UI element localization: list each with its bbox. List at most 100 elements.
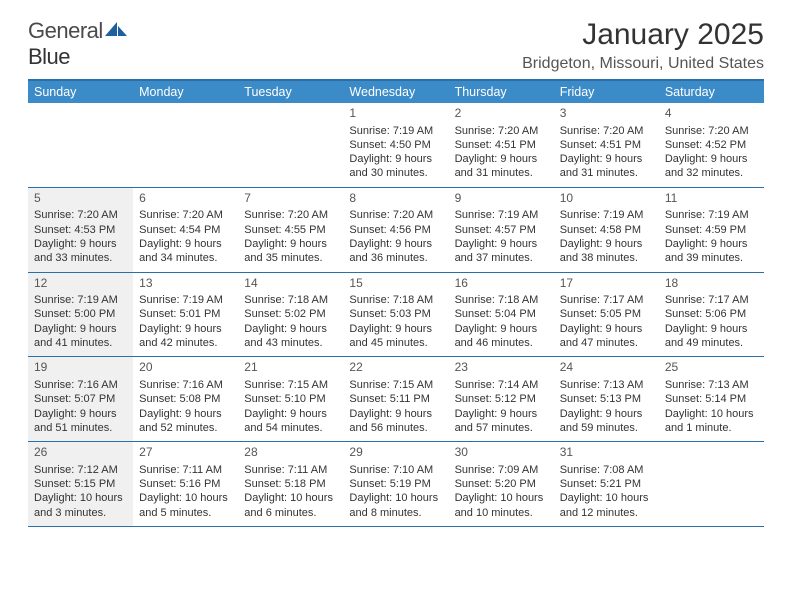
day-number: 31	[560, 445, 653, 461]
sunset-text: Sunset: 5:19 PM	[349, 477, 442, 491]
day-cell	[133, 103, 238, 187]
daylight-text: Daylight: 9 hours and 39 minutes.	[665, 237, 758, 266]
sunrise-text: Sunrise: 7:20 AM	[34, 208, 127, 222]
sunset-text: Sunset: 5:06 PM	[665, 307, 758, 321]
day-number: 29	[349, 445, 442, 461]
sunrise-text: Sunrise: 7:14 AM	[455, 378, 548, 392]
daylight-text: Daylight: 9 hours and 52 minutes.	[139, 407, 232, 436]
sunset-text: Sunset: 4:56 PM	[349, 223, 442, 237]
day-cell: 20Sunrise: 7:16 AMSunset: 5:08 PMDayligh…	[133, 357, 238, 441]
day-cell: 18Sunrise: 7:17 AMSunset: 5:06 PMDayligh…	[659, 273, 764, 357]
sunrise-text: Sunrise: 7:18 AM	[244, 293, 337, 307]
day-cell: 17Sunrise: 7:17 AMSunset: 5:05 PMDayligh…	[554, 273, 659, 357]
daylight-text: Daylight: 10 hours and 8 minutes.	[349, 491, 442, 520]
day-number: 25	[665, 360, 758, 376]
day-cell	[28, 103, 133, 187]
sunset-text: Sunset: 4:52 PM	[665, 138, 758, 152]
day-number: 14	[244, 276, 337, 292]
day-number: 4	[665, 106, 758, 122]
day-cell: 31Sunrise: 7:08 AMSunset: 5:21 PMDayligh…	[554, 442, 659, 526]
daylight-text: Daylight: 9 hours and 41 minutes.	[34, 322, 127, 351]
sunrise-text: Sunrise: 7:09 AM	[455, 463, 548, 477]
day-number: 24	[560, 360, 653, 376]
sunset-text: Sunset: 5:18 PM	[244, 477, 337, 491]
day-number: 13	[139, 276, 232, 292]
sunrise-text: Sunrise: 7:19 AM	[560, 208, 653, 222]
header: GeneralBlue January 2025 Bridgeton, Miss…	[28, 18, 764, 73]
sunrise-text: Sunrise: 7:11 AM	[244, 463, 337, 477]
day-cell: 22Sunrise: 7:15 AMSunset: 5:11 PMDayligh…	[343, 357, 448, 441]
daylight-text: Daylight: 10 hours and 1 minute.	[665, 407, 758, 436]
day-number: 15	[349, 276, 442, 292]
sunset-text: Sunset: 5:01 PM	[139, 307, 232, 321]
daylight-text: Daylight: 9 hours and 54 minutes.	[244, 407, 337, 436]
daylight-text: Daylight: 9 hours and 56 minutes.	[349, 407, 442, 436]
sunset-text: Sunset: 5:15 PM	[34, 477, 127, 491]
week-row: 1 Sunrise: 7:19 AMSunset: 4:50 PM Daylight…	[28, 103, 764, 188]
daylight-text: Daylight: 9 hours and 32 minutes.	[665, 152, 758, 181]
sunrise-text: Sunrise: 7:13 AM	[665, 378, 758, 392]
day-number: 10	[560, 191, 653, 207]
daylight-text: Daylight: 9 hours and 57 minutes.	[455, 407, 548, 436]
sail-icon	[103, 20, 129, 38]
sunset-text: Sunset: 5:10 PM	[244, 392, 337, 406]
daylight-text: Daylight: 9 hours and 35 minutes.	[244, 237, 337, 266]
day-cell	[659, 442, 764, 526]
daylight-text: Daylight: 9 hours and 46 minutes.	[455, 322, 548, 351]
daylight-text: Daylight: 10 hours and 12 minutes.	[560, 491, 653, 520]
sunrise-text: Sunrise: 7:18 AM	[349, 293, 442, 307]
week-row: 12Sunrise: 7:19 AMSunset: 5:00 PMDayligh…	[28, 273, 764, 358]
sunset-text: Sunset: 4:54 PM	[139, 223, 232, 237]
week-row: 5Sunrise: 7:20 AMSunset: 4:53 PMDaylight…	[28, 188, 764, 273]
day-number: 17	[560, 276, 653, 292]
sunrise-text: Sunrise: 7:11 AM	[139, 463, 232, 477]
sunset-text: Sunset: 4:58 PM	[560, 223, 653, 237]
daylight-text: Daylight: 9 hours and 36 minutes.	[349, 237, 442, 266]
day-cell: 29 Sunrise: 7:10 AMSunset: 5:19 PMDayligh…	[343, 442, 448, 526]
day-number: 5	[34, 191, 127, 207]
day-cell: 25Sunrise: 7:13 AMSunset: 5:14 PMDayligh…	[659, 357, 764, 441]
daylight-text: Daylight: 9 hours and 33 minutes.	[34, 237, 127, 266]
day-cell: 24Sunrise: 7:13 AMSunset: 5:13 PMDayligh…	[554, 357, 659, 441]
daylight-text: Daylight: 9 hours and 38 minutes.	[560, 237, 653, 266]
sunset-text: Sunset: 4:51 PM	[560, 138, 653, 152]
day-cell: 3Sunrise: 7:20 AMSunset: 4:51 PMDaylight…	[554, 103, 659, 187]
day-number: 16	[455, 276, 548, 292]
daylight-text: Daylight: 9 hours and 37 minutes.	[455, 237, 548, 266]
sunset-text: Sunset: 5:21 PM	[560, 477, 653, 491]
daylight-text: Daylight: 9 hours and 49 minutes.	[665, 322, 758, 351]
daylight-text: Daylight: 9 hours and 47 minutes.	[560, 322, 653, 351]
day-number: 12	[34, 276, 127, 292]
sunrise-text: Sunrise: 7:15 AM	[244, 378, 337, 392]
daylight-text: Daylight: 9 hours and 51 minutes.	[34, 407, 127, 436]
sunset-text: Sunset: 5:08 PM	[139, 392, 232, 406]
sunset-text: Sunset: 4:50 PM	[349, 138, 442, 152]
logo-word-2: Blue	[28, 44, 70, 69]
day-number: 1	[349, 106, 442, 122]
day-cell: 1Sunrise: 7:19 AMSunset: 4:50 PMDaylight…	[343, 103, 448, 187]
sunset-text: Sunset: 4:57 PM	[455, 223, 548, 237]
sunrise-text: Sunrise: 7:12 AM	[34, 463, 127, 477]
day-cell: 2Sunrise: 7:20 AMSunset: 4:51 PMDaylight…	[449, 103, 554, 187]
day-number: 22	[349, 360, 442, 376]
day-header-cell: Saturday	[659, 81, 764, 103]
sunset-text: Sunset: 5:16 PM	[139, 477, 232, 491]
sunset-text: Sunset: 5:02 PM	[244, 307, 337, 321]
day-header-cell: Tuesday	[238, 81, 343, 103]
sunrise-text: Sunrise: 7:19 AM	[349, 124, 442, 138]
sunrise-text: Sunrise: 7:20 AM	[139, 208, 232, 222]
sunrise-text: Sunrise: 7:13 AM	[560, 378, 653, 392]
sunrise-text: Sunrise: 7:19 AM	[665, 208, 758, 222]
day-number: 23	[455, 360, 548, 376]
daylight-text: Daylight: 9 hours and 59 minutes.	[560, 407, 653, 436]
day-number: 6	[139, 191, 232, 207]
day-cell: 9Sunrise: 7:19 AMSunset: 4:57 PMDaylight…	[449, 188, 554, 272]
sunrise-text: Sunrise: 7:10 AM	[349, 463, 442, 477]
week-row: 19Sunrise: 7:16 AMSunset: 5:07 PMDayligh…	[28, 357, 764, 442]
day-cell: 7Sunrise: 7:20 AMSunset: 4:55 PMDaylight…	[238, 188, 343, 272]
daylight-text: Daylight: 9 hours and 45 minutes.	[349, 322, 442, 351]
sunrise-text: Sunrise: 7:16 AM	[139, 378, 232, 392]
sunset-text: Sunset: 5:05 PM	[560, 307, 653, 321]
sunrise-text: Sunrise: 7:20 AM	[455, 124, 548, 138]
daylight-text: Daylight: 9 hours and 43 minutes.	[244, 322, 337, 351]
